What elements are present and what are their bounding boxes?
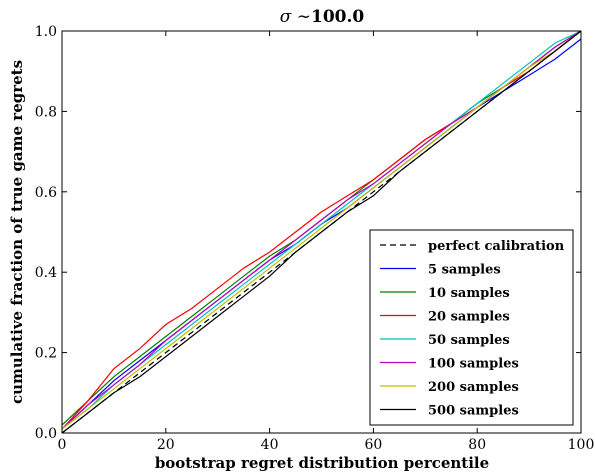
legend-label-0: perfect calibration bbox=[428, 239, 565, 254]
legend-label-5: 100 samples bbox=[428, 357, 519, 372]
x-tick-label: 0 bbox=[58, 437, 67, 453]
series-line-6 bbox=[61, 30, 582, 430]
legend-box bbox=[369, 229, 574, 426]
series-line-4 bbox=[61, 30, 582, 430]
y-tick-label: 0.6 bbox=[35, 185, 57, 201]
x-axis-label: bootstrap regret distribution percentile bbox=[155, 454, 489, 472]
legend-label-1: 5 samples bbox=[428, 263, 501, 278]
plot-lines bbox=[61, 30, 582, 434]
chart-title-prefix: σ ∼ bbox=[280, 7, 311, 27]
plot-frame bbox=[61, 30, 582, 434]
x-tick-label: 60 bbox=[364, 437, 382, 453]
y-axis-label: cumulative fraction of true game regrets bbox=[8, 60, 26, 404]
legend: perfect calibration 5 samples 10 samples 20… bbox=[369, 229, 574, 426]
x-tick-label: 20 bbox=[157, 437, 175, 453]
ticks bbox=[61, 30, 582, 434]
y-tick-label: 0.2 bbox=[35, 346, 57, 362]
legend-label-2: 10 samples bbox=[428, 286, 510, 301]
legend-label-4: 50 samples bbox=[428, 333, 510, 348]
legend-label-6: 200 samples bbox=[428, 380, 519, 395]
series-line-7 bbox=[61, 30, 582, 434]
x-tick-label: 80 bbox=[468, 437, 486, 453]
legend-label-3: 20 samples bbox=[428, 310, 510, 325]
tick-labels: 0 20 40 60 80 100 0.0 0.2 0.4 0.6 0.8 1.0 bbox=[35, 24, 595, 453]
legend-label-7: 500 samples bbox=[428, 404, 519, 419]
y-tick-label: 0.0 bbox=[35, 426, 57, 442]
x-tick-label: 40 bbox=[261, 437, 279, 453]
y-tick-label: 1.0 bbox=[35, 24, 57, 40]
y-tick-label: 0.8 bbox=[35, 104, 57, 120]
chart-title: σ ∼100.0 bbox=[280, 7, 365, 27]
x-tick-label: 100 bbox=[568, 437, 595, 453]
chart-title-value: 100.0 bbox=[311, 7, 364, 27]
y-tick-label: 0.4 bbox=[35, 265, 57, 281]
